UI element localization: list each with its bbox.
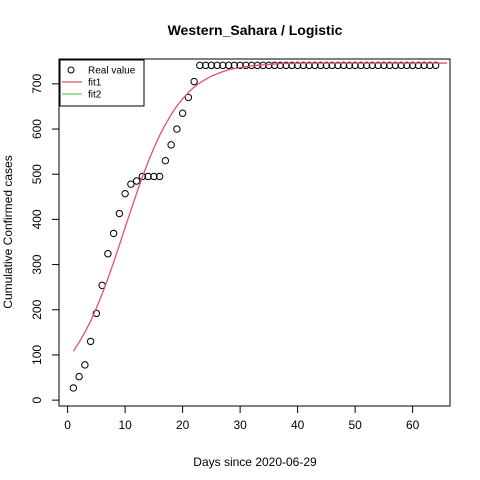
data-point [69, 384, 78, 392]
data-point [299, 61, 308, 70]
data-point [316, 61, 325, 70]
data-point [391, 61, 400, 70]
y-tick-label: 500 [30, 164, 44, 184]
data-point [351, 61, 359, 70]
plot-area [69, 61, 448, 392]
data-point [75, 372, 83, 381]
data-point [414, 61, 423, 70]
x-tick-label: 40 [291, 418, 305, 432]
data-point [161, 156, 170, 165]
y-tick-label: 100 [30, 345, 44, 365]
data-point [311, 61, 319, 70]
y-tick-label: 400 [30, 209, 44, 229]
data-point [115, 209, 124, 218]
data-point [334, 61, 342, 70]
data-point [81, 361, 89, 369]
y-tick-label: 200 [30, 299, 44, 319]
data-point [282, 61, 290, 70]
legend-point-marker [67, 66, 75, 74]
data-point [207, 61, 216, 70]
data-point [184, 93, 193, 102]
data-point [293, 61, 302, 70]
data-point [150, 172, 158, 181]
data-point [408, 61, 417, 70]
data-point [201, 61, 210, 70]
data-point [385, 61, 394, 70]
data-point [219, 61, 227, 70]
data-point [242, 61, 250, 70]
y-axis-label: Cumulative Confirmed cases [1, 155, 15, 308]
data-point [132, 177, 141, 185]
y-tick-label: 700 [30, 74, 44, 94]
data-point [167, 141, 175, 149]
data-point [420, 61, 428, 70]
data-point [305, 61, 313, 70]
data-point [121, 189, 129, 198]
series-line-fit1 [72, 62, 448, 352]
data-point [328, 61, 336, 70]
legend-label: Real value [88, 66, 136, 77]
data-point [374, 61, 382, 70]
x-tick-label: 60 [406, 418, 420, 432]
data-point [403, 61, 411, 70]
data-point [86, 337, 95, 346]
data-point [380, 61, 388, 70]
x-tick-label: 30 [233, 418, 247, 432]
data-point [138, 172, 147, 181]
y-axis: 0 100 200 300 400 500 600 700 [30, 74, 60, 403]
data-point [224, 61, 233, 70]
legend-label: fit2 [88, 90, 102, 101]
data-point [92, 309, 101, 318]
data-point [368, 61, 377, 70]
data-point [345, 61, 354, 70]
data-point [173, 125, 181, 133]
data-point [178, 109, 187, 117]
data-point [190, 77, 198, 86]
x-tick-label: 20 [176, 418, 190, 432]
chart-title: Western_Sahara / Logistic [168, 22, 343, 38]
data-point [109, 229, 118, 238]
legend-label: fit1 [88, 78, 102, 89]
x-axis: 0 10 20 30 40 50 60 [64, 405, 420, 432]
x-axis-label: Days since 2020-06-29 [193, 455, 317, 469]
legend-box [59, 59, 145, 107]
data-point [104, 250, 112, 258]
data-point [431, 61, 440, 70]
y-tick-label: 600 [30, 119, 44, 139]
data-point [276, 61, 285, 70]
data-point [196, 61, 204, 70]
data-point [397, 61, 405, 70]
data-point [270, 61, 279, 70]
data-point [322, 61, 331, 70]
x-tick-label: 50 [348, 418, 362, 432]
x-tick-label: 10 [118, 418, 132, 432]
data-point [265, 61, 273, 70]
data-point [236, 61, 244, 70]
y-tick-label: 0 [30, 396, 44, 403]
data-point [357, 61, 365, 70]
data-point [362, 61, 371, 70]
data-point [127, 180, 135, 188]
data-point [426, 61, 434, 70]
data-point [155, 172, 164, 181]
data-point [339, 61, 348, 70]
data-point [288, 61, 296, 70]
y-tick-label: 300 [30, 254, 44, 274]
x-tick-label: 0 [64, 418, 71, 432]
data-point [144, 172, 152, 181]
data-point [213, 61, 221, 70]
